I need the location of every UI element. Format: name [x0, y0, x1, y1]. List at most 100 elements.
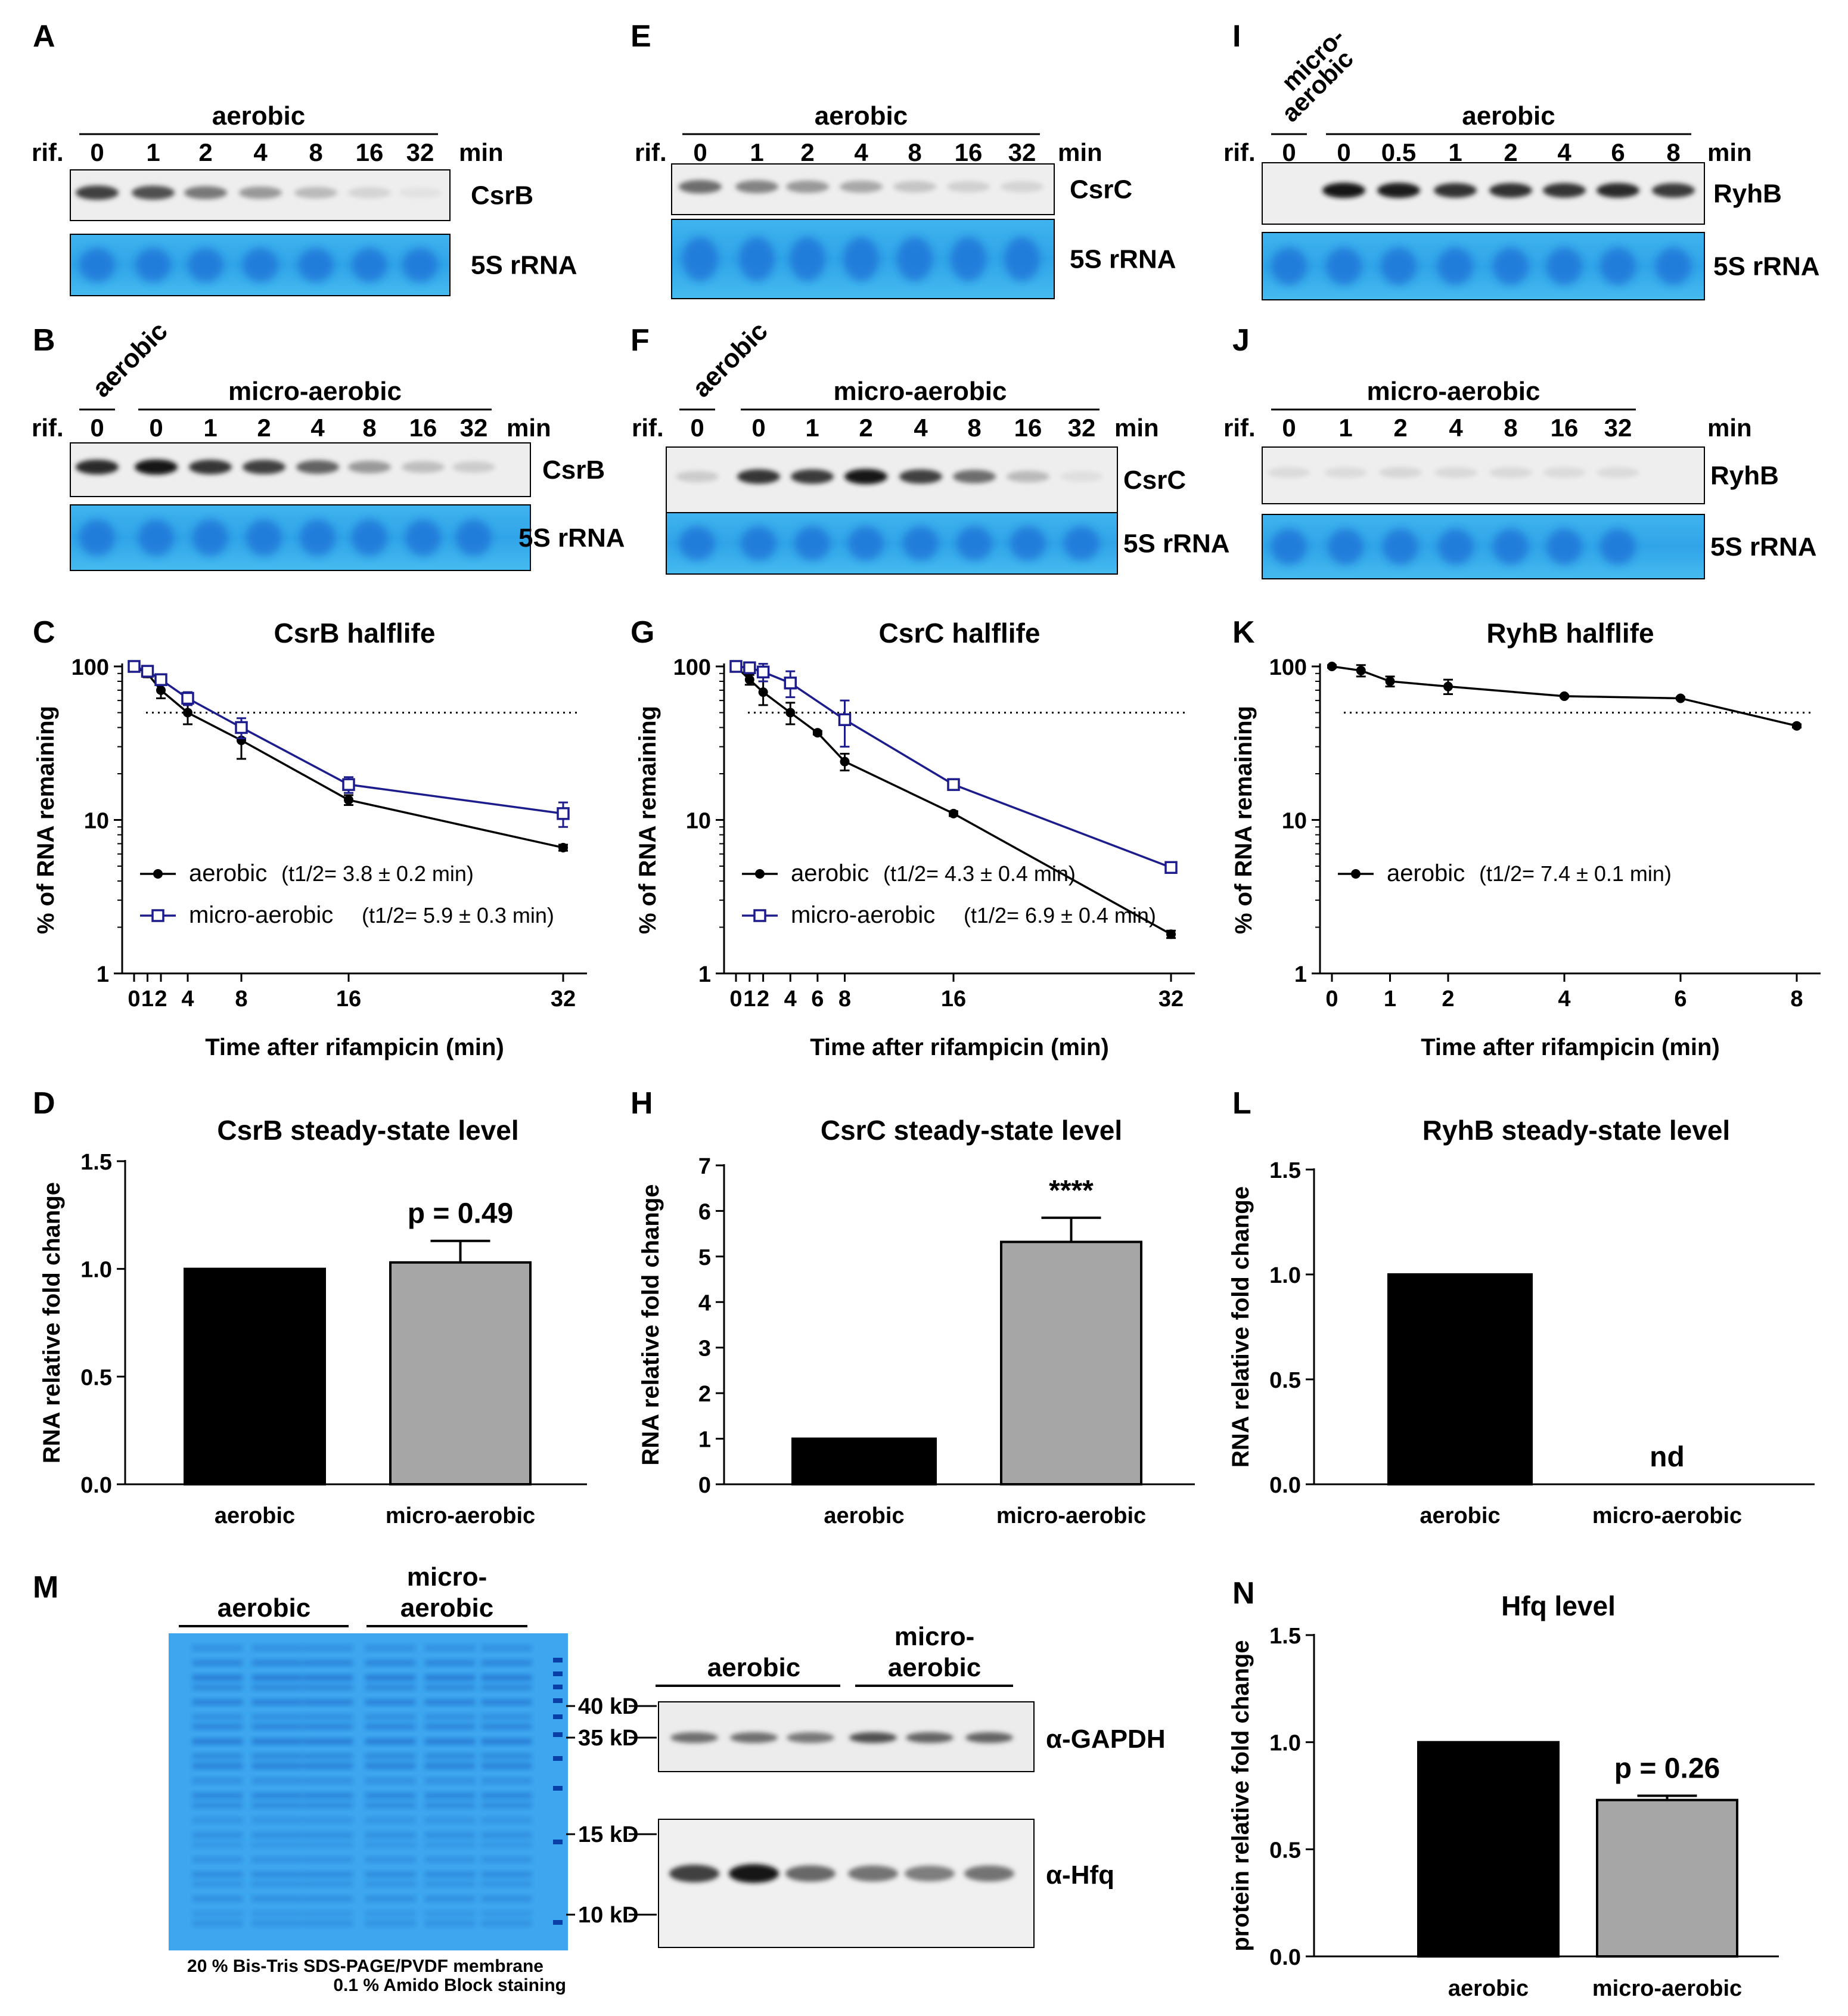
gel-band	[303, 1832, 353, 1838]
x-tick-label: 1	[141, 987, 154, 1012]
annotation: nd	[1650, 1441, 1685, 1473]
gel-band	[192, 1817, 243, 1823]
gel-band	[482, 1793, 532, 1798]
rna-name: RyhB	[1713, 179, 1782, 209]
gel-band	[365, 1754, 415, 1759]
y-tick-label: 1	[698, 962, 711, 987]
data-point	[344, 795, 353, 805]
x-tick-label: 0	[128, 987, 140, 1012]
x-tick-label: 4	[784, 987, 797, 1012]
gel-band	[252, 1921, 302, 1926]
northern-blot-B: rif. 0 0 1 2 4 8 16 32 min micro-aerobic aerobic Csr…	[32, 317, 625, 571]
lane-label: 8	[967, 414, 981, 442]
lane-label: 1	[203, 414, 217, 442]
y-tick-label: 5	[698, 1245, 711, 1270]
gel-band	[252, 1714, 302, 1720]
rif-label: rif.	[632, 414, 664, 442]
gapdh-band	[965, 1732, 1013, 1743]
gel-band	[252, 1685, 302, 1690]
rrna-band	[903, 526, 939, 561]
hfq-band	[669, 1865, 719, 1882]
rrna-band	[1271, 247, 1307, 286]
gel-band	[365, 1817, 415, 1823]
gel-band	[252, 1832, 302, 1838]
gel-band	[425, 1754, 475, 1759]
gel-band	[303, 1724, 353, 1729]
rrna-band	[1064, 526, 1100, 561]
rna-band	[1434, 467, 1477, 478]
northern-blot-I: rif. 0 0 0.5 1 2 4 6 8 minaerobicmicro-aerobicRyh…	[1223, 22, 1820, 300]
y-tick-label: 2	[698, 1382, 711, 1407]
gel-band	[252, 1724, 302, 1729]
rna-band	[840, 181, 883, 193]
marker-label-left: 10 kD	[578, 1903, 638, 1928]
gapdh-band	[787, 1732, 834, 1743]
northern-blot-A: rif. 0 1 2 4 8 16 32 min aerobic CsrB 5S rRNA	[32, 101, 577, 296]
x-tick-label: 32	[551, 987, 576, 1012]
rna-band	[679, 180, 722, 194]
lane-label: 8	[908, 138, 921, 166]
gel-band	[192, 1793, 243, 1798]
rrna-band	[1381, 247, 1417, 286]
rna-band	[76, 185, 119, 200]
gel-band	[425, 1842, 475, 1847]
western-group-micro-top: micro-	[895, 1622, 974, 1651]
gel-band	[192, 1881, 243, 1887]
lane-label: 1	[805, 414, 819, 442]
x-category-label: aerobic	[1448, 1976, 1529, 2001]
data-point	[181, 691, 194, 705]
gel-band	[482, 1911, 532, 1916]
lane-label: 16	[409, 414, 437, 442]
gel-band	[482, 1803, 532, 1808]
gel-band	[482, 1645, 532, 1651]
legend-label: aerobic	[189, 860, 267, 886]
gel-band	[425, 1660, 475, 1665]
lane-label: 16	[1014, 414, 1042, 442]
rna-band	[1007, 470, 1049, 483]
chart-title: Hfq level	[1501, 1590, 1616, 1621]
panel-label-H: H	[631, 1086, 653, 1121]
gel-band	[192, 1778, 243, 1784]
gel-band	[192, 1675, 243, 1680]
rif-label: rif.	[32, 414, 64, 442]
chart-H: CsrC steady-state level 0 1 2 3 4 5 6 7 RNA relat…	[638, 1115, 1195, 1528]
rna-band	[1434, 183, 1477, 198]
gel-band	[192, 1645, 243, 1651]
gel-band	[252, 1645, 302, 1651]
data-point	[838, 713, 852, 727]
gel-band	[192, 1724, 243, 1729]
gel-band	[192, 1754, 243, 1759]
data-point	[1327, 662, 1337, 671]
rrna-name: 5S rRNA	[1070, 245, 1176, 274]
gel-band	[303, 1763, 353, 1769]
chart-title: CsrC halflife	[879, 618, 1041, 649]
rna-band	[1322, 182, 1365, 199]
ladder-mark	[553, 1658, 563, 1663]
chart-title: CsrC steady-state level	[821, 1115, 1122, 1146]
western-group-micro-bottom: aerobic	[888, 1653, 982, 1682]
gel-band	[303, 1714, 353, 1720]
protein-gel	[169, 1633, 568, 1950]
rna-band	[899, 469, 942, 484]
gel-band	[192, 1685, 243, 1690]
rrna-band	[1010, 526, 1046, 561]
data-point	[744, 675, 754, 685]
y-tick-label: 0	[698, 1473, 711, 1498]
x-category-label: micro-aerobic	[1592, 1976, 1742, 2001]
data-point	[1443, 681, 1453, 691]
gapdh-band	[849, 1732, 897, 1743]
gel-band	[303, 1675, 353, 1680]
panel-label-D: D	[33, 1086, 55, 1121]
gel-band	[482, 1660, 532, 1665]
chart-N: Hfq level 0.0 0.5 1.0 1.5 protein relative fo…	[1228, 1590, 1779, 2001]
lane-label: 4	[253, 138, 268, 166]
gel-band	[252, 1857, 302, 1862]
lane-label: 16	[955, 138, 983, 166]
min-label: min	[507, 414, 551, 442]
gel-band	[425, 1699, 475, 1705]
gel-band	[365, 1645, 415, 1651]
lane-label: 4	[310, 414, 325, 442]
lane-label: 4	[1557, 138, 1571, 166]
panel-label-M: M	[33, 1570, 58, 1605]
